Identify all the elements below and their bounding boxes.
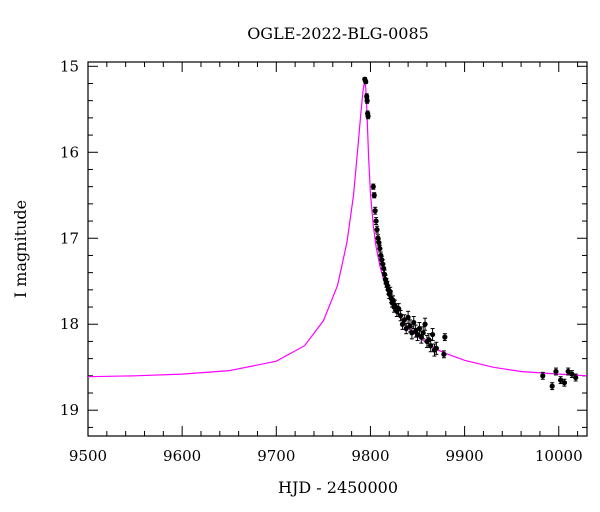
y-tick-label: 18: [60, 315, 79, 333]
chart-title: OGLE-2022-BLG-0085: [247, 24, 429, 43]
observations-layer: [362, 76, 579, 391]
data-point: [416, 325, 423, 332]
data-point: [433, 345, 439, 351]
x-axis-label: HJD - 2450000: [278, 478, 398, 497]
data-point: [378, 252, 384, 259]
y-axis-label: I magnitude: [11, 200, 30, 298]
plot-frame: [87, 61, 588, 437]
data-point: [565, 368, 571, 375]
data-point: [411, 319, 417, 326]
data-point: [569, 371, 575, 377]
data-point: [373, 218, 379, 224]
model-layer: [87, 81, 588, 378]
x-tick-label: 9800: [351, 447, 389, 465]
data-point: [365, 113, 371, 119]
model-curve-line: [87, 81, 588, 378]
data-point: [573, 374, 579, 381]
data-point: [442, 334, 448, 340]
data-point: [428, 343, 434, 349]
y-tick-label: 16: [60, 143, 79, 161]
data-point: [363, 79, 369, 85]
data-point: [403, 325, 409, 332]
data-point: [420, 330, 426, 336]
axis-ticks: [87, 62, 587, 436]
data-point: [405, 314, 411, 320]
data-point: [422, 321, 428, 327]
data-point: [553, 368, 559, 375]
data-point: [377, 245, 383, 252]
x-tick-label: 10000: [535, 447, 583, 465]
y-tick-label: 15: [60, 57, 79, 75]
x-tick-label: 9500: [69, 447, 107, 465]
data-point: [561, 380, 568, 386]
data-point: [558, 377, 564, 383]
axis-tick-labels: 9500 9600 9700 9800 9900 10000 15 16 17 18 19: [60, 57, 583, 465]
data-point: [372, 208, 378, 214]
y-tick-label: 19: [60, 401, 79, 419]
data-point: [374, 227, 380, 233]
data-point: [401, 317, 407, 323]
data-point: [375, 235, 381, 241]
data-point: [387, 288, 393, 295]
data-point: [371, 192, 377, 198]
x-tick-label: 9700: [257, 447, 295, 465]
data-point: [376, 239, 382, 246]
data-point: [540, 373, 546, 379]
x-tick-label: 9900: [446, 447, 484, 465]
data-point: [370, 184, 376, 190]
data-point: [381, 271, 388, 277]
data-point: [549, 383, 555, 389]
data-point: [441, 351, 447, 357]
data-point: [397, 313, 404, 319]
x-tick-label: 9600: [163, 447, 201, 465]
data-point: [364, 98, 370, 104]
data-point: [429, 331, 436, 338]
y-tick-label: 17: [60, 229, 79, 247]
